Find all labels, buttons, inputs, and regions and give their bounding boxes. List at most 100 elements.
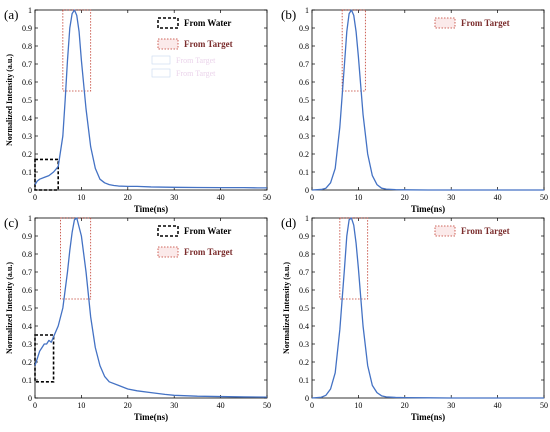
x-tick-label: 30 [447,193,455,202]
y-tick-label: 0 [28,394,32,403]
y-axis-label: Normalized Intensity (a.u.) [5,262,14,354]
x-tick-label: 30 [447,401,455,410]
y-tick-label: 0.8 [22,42,32,51]
y-tick-label: 0.4 [299,114,309,123]
x-tick-label: 0 [33,193,37,202]
y-tick-label: 0.9 [299,24,309,33]
y-tick-label: 0.8 [299,250,309,259]
y-tick-label: 0.3 [299,132,309,141]
legend-label-water: From Water [184,226,231,236]
x-tick-label: 40 [494,193,502,202]
x-tick-label: 40 [217,193,225,202]
y-tick-label: 0.5 [22,96,32,105]
x-tick-label: 10 [77,401,85,410]
legend-swatch-target [157,246,179,258]
x-tick-label: 50 [540,401,548,410]
chart-panel-2: 0 10 20 30 40 50 0 0.1 0.2 0.3 0.4 0.5 0.6 0.7 0.8 0.9 1… [281,6,548,214]
y-tick-label: 0.7 [299,60,309,69]
y-tick-label: 0 [305,394,309,403]
legend-label-target: From Target [461,18,510,28]
y-tick-label: 0.1 [22,168,32,177]
x-tick-label: 50 [540,193,548,202]
y-tick-label: 1 [28,6,32,15]
y-axis-label: Normalized Intensity (a.u.) [282,262,291,354]
legend-swatch-water [157,225,179,237]
chart-panel-1: 0 10 20 30 40 50 0 0.1 0.2 0.3 0.4 0.5 0.6 0.7 0.8 0.9 1… [4,6,271,214]
y-tick-label: 0.7 [22,60,32,69]
y-tick-label: 0.6 [299,78,309,87]
x-tick-label: 0 [33,401,37,410]
legend-faint-label: From Target [176,69,216,78]
y-tick-label: 0.2 [22,150,32,159]
y-tick-label: 0.5 [22,304,32,313]
legend-faint-swatch [151,68,171,78]
y-tick-label: 0.4 [299,322,309,331]
plot-frame [34,217,268,399]
x-tick-label: 40 [217,401,225,410]
y-tick-label: 0.8 [22,250,32,259]
y-tick-label: 1 [305,214,309,223]
x-tick-label: 50 [263,193,271,202]
y-tick-label: 0.4 [22,114,32,123]
water-region-box [34,158,60,191]
y-tick-label: 0.9 [22,232,32,241]
y-tick-label: 0 [28,186,32,195]
y-tick-label: 0.9 [22,24,32,33]
chart-panel-3: 0 10 20 30 40 50 0 0.1 0.2 0.3 0.4 0.5 0.6 0.7 0.8 0.9 1… [4,214,271,422]
y-tick-label: 1 [28,214,32,223]
intensity-curve [311,9,544,191]
panel-label: (c) [4,215,18,230]
legend-label-water: From Water [184,18,231,28]
y-tick-label: 0.8 [299,42,309,51]
target-region-box [341,9,366,92]
panel-label: (a) [4,7,18,22]
intensity-curve [34,217,268,398]
x-axis-label: Time(ns) [134,204,168,214]
x-axis-label: Time(ns) [134,412,168,422]
legend-faint-swatch [151,55,171,65]
y-tick-label: 0.6 [22,286,32,295]
target-region-box [60,217,92,300]
chart-panel-4: 0 10 20 30 40 50 0 0.1 0.2 0.3 0.4 0.5 0.6 0.7 0.8 0.9 1… [281,214,548,422]
intensity-curve [311,217,544,399]
x-tick-label: 40 [494,401,502,410]
intensity-curve [34,9,267,189]
y-tick-label: 0.3 [299,340,309,349]
legend-label-target: From Target [184,247,233,257]
x-axis-label: Time(ns) [411,412,445,422]
x-tick-label: 0 [310,401,314,410]
water-region-box [34,334,55,383]
legend-swatch-water [157,17,179,29]
x-tick-label: 20 [124,193,132,202]
x-tick-label: 10 [354,193,362,202]
y-tick-label: 0.6 [299,286,309,295]
y-tick-label: 1 [305,6,309,15]
legend-faint-label: From Target [176,56,216,65]
y-tick-label: 0.4 [22,322,32,331]
x-tick-label: 20 [124,401,132,410]
x-tick-label: 30 [170,401,178,410]
x-axis-label: Time(ns) [411,204,445,214]
y-tick-label: 0.7 [299,268,309,277]
y-tick-label: 0 [305,186,309,195]
x-tick-label: 50 [263,401,271,410]
y-tick-label: 0.2 [22,358,32,367]
y-axis-label: Normalized Intensity (a.u.) [5,54,14,146]
y-tick-label: 0.6 [22,78,32,87]
y-tick-label: 0.3 [22,340,32,349]
x-tick-label: 10 [77,193,85,202]
panel-label: (d) [281,215,296,230]
legend-label-target: From Target [184,39,233,49]
target-region-box [339,217,369,300]
y-tick-label: 0.2 [299,358,309,367]
target-region-box [62,9,92,92]
legend-swatch-target [434,17,456,29]
legend-label-target: From Target [461,226,510,236]
y-tick-label: 0.1 [22,376,32,385]
panel-label: (b) [281,7,296,22]
x-tick-label: 10 [354,401,362,410]
y-tick-label: 0.1 [299,168,309,177]
y-tick-label: 0.3 [22,132,32,141]
